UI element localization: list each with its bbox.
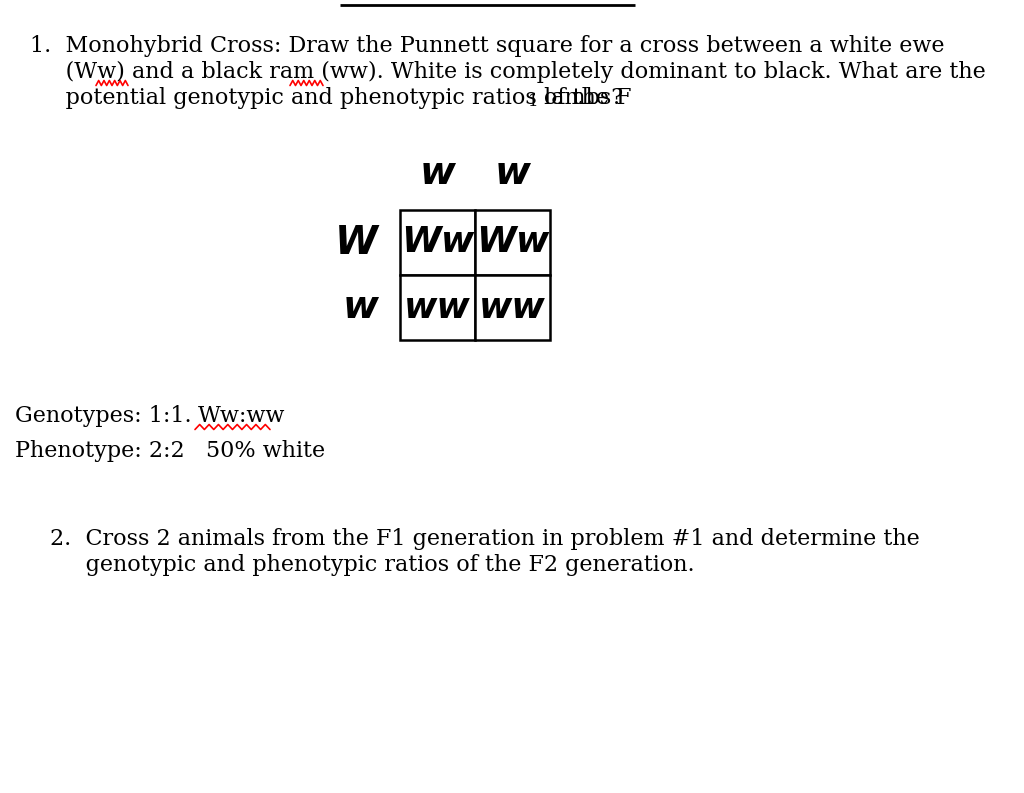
Text: Ww: Ww	[400, 225, 474, 259]
Text: potential genotypic and phenotypic ratios of the F: potential genotypic and phenotypic ratio…	[30, 87, 632, 109]
Text: ww: ww	[404, 290, 471, 324]
Text: w: w	[495, 154, 530, 192]
Text: 1: 1	[528, 93, 539, 110]
Text: Ww: Ww	[476, 225, 549, 259]
Text: Ww:ww: Ww:ww	[198, 405, 286, 427]
Text: ww: ww	[479, 290, 546, 324]
Bar	[400, 210, 475, 275]
Text: genotypic and phenotypic ratios of the F2 generation.: genotypic and phenotypic ratios of the F…	[50, 554, 694, 576]
Text: w: w	[342, 289, 378, 327]
Text: lambs?: lambs?	[537, 87, 624, 109]
Bar	[400, 275, 475, 340]
Text: (Ww) and a black ram (ww). White is completely dominant to black. What are the: (Ww) and a black ram (ww). White is comp…	[30, 61, 986, 83]
Text: w: w	[420, 154, 456, 192]
Text: 1.  Monohybrid Cross: Draw the Punnett square for a cross between a white ewe: 1. Monohybrid Cross: Draw the Punnett sq…	[30, 35, 944, 57]
Text: Genotypes: 1:1.: Genotypes: 1:1.	[15, 405, 199, 427]
Text: 2.  Cross 2 animals from the F1 generation in problem #1 and determine the: 2. Cross 2 animals from the F1 generatio…	[50, 528, 920, 550]
Bar	[475, 275, 550, 340]
Bar	[475, 210, 550, 275]
Text: Phenotype: 2:2   50% white: Phenotype: 2:2 50% white	[15, 440, 326, 462]
Text: W: W	[335, 224, 378, 262]
